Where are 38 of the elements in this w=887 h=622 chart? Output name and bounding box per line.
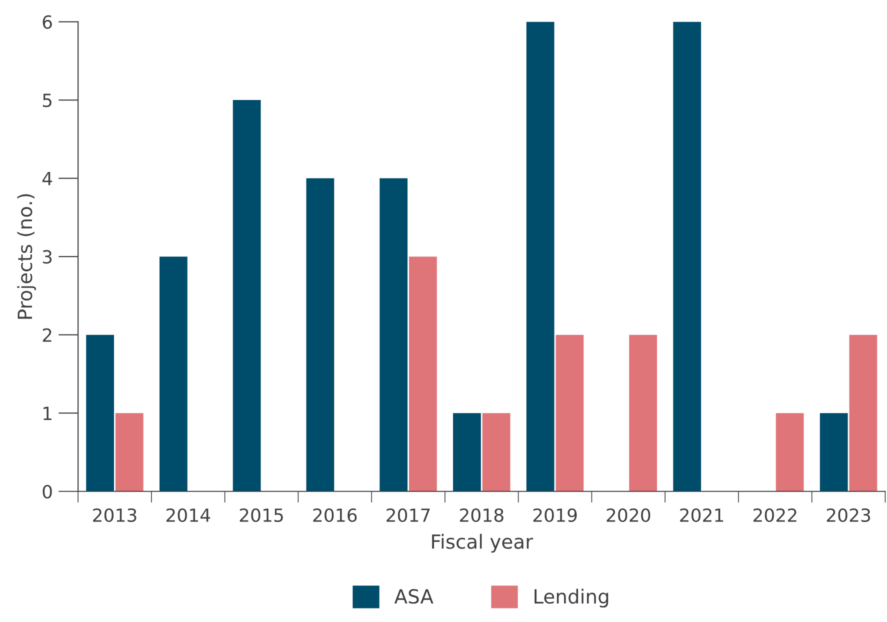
y-tick-label: 4 (42, 172, 52, 186)
x-tick-label: 2015 (240, 508, 283, 522)
bar (232, 100, 261, 492)
x-tick-label: 2023 (826, 508, 870, 522)
bar (849, 334, 878, 492)
bar (115, 413, 144, 492)
bar (380, 178, 408, 492)
y-axis-title: Projects (no.) (17, 194, 36, 319)
x-tick-label: 2020 (606, 508, 650, 522)
y-tick-label: 6 (42, 15, 52, 29)
legend-label: Lending (534, 588, 608, 608)
bar (160, 256, 188, 492)
x-axis-title: Fiscal year (432, 534, 534, 553)
x-tick-label: 2013 (93, 508, 136, 522)
bar (556, 334, 584, 492)
legend-label: ASA (394, 589, 434, 604)
x-tick-label: 2016 (313, 508, 357, 522)
bar (776, 413, 804, 492)
bar (673, 22, 702, 492)
y-tick-label: 5 (42, 94, 52, 108)
y-tick-label: 2 (42, 328, 52, 342)
x-tick-label: 2018 (460, 508, 504, 522)
y-tick-label: 0 (42, 484, 52, 498)
bar (526, 22, 554, 492)
x-tick-label: 2021 (680, 508, 724, 522)
x-tick-label: 2019 (533, 508, 577, 522)
bar (306, 178, 334, 492)
bar (453, 413, 481, 492)
x-tick-label: 2014 (166, 508, 210, 522)
bar (482, 413, 510, 492)
y-tick-label: 3 (42, 250, 52, 264)
x-tick-label: 2022 (754, 508, 796, 522)
x-tick-label: 2017 (386, 508, 430, 522)
y-tick-label: 1 (44, 406, 52, 420)
bar (86, 334, 114, 492)
bar (408, 256, 437, 492)
bar (629, 334, 658, 492)
bar (820, 413, 848, 492)
